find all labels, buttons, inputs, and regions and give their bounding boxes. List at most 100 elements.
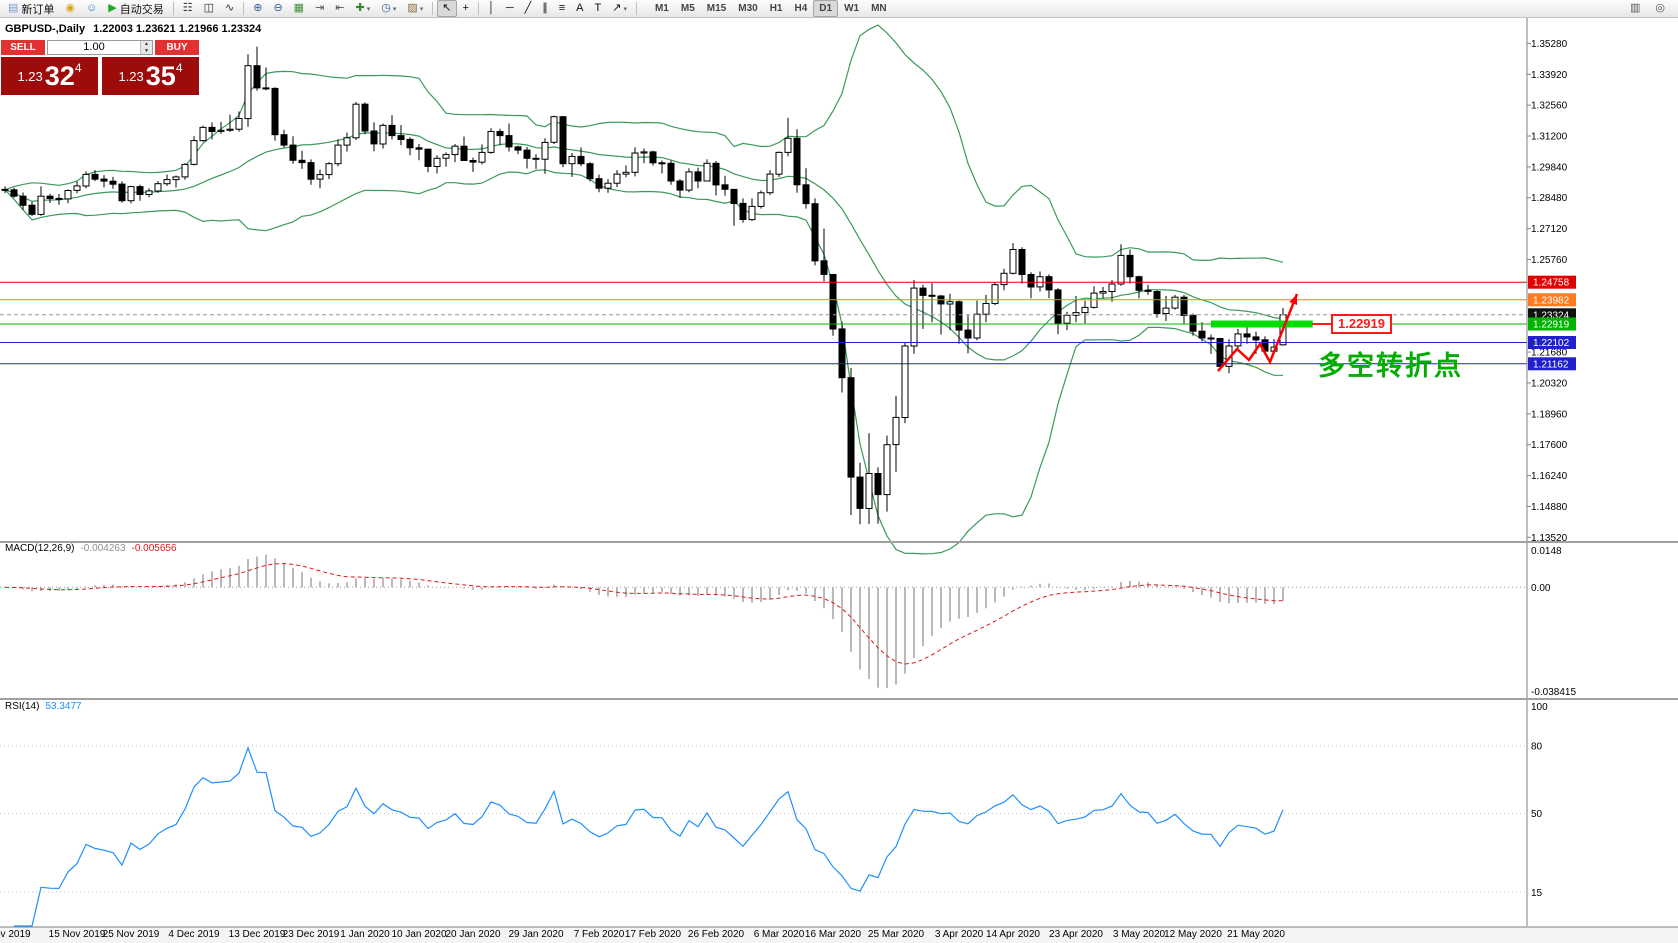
timeframe-w1[interactable]: W1 bbox=[844, 3, 860, 14]
candle-body bbox=[1081, 306, 1089, 314]
annotation-layer[interactable] bbox=[1211, 293, 1331, 372]
candle-body bbox=[631, 152, 639, 173]
candle-body bbox=[1243, 333, 1251, 338]
label-icon: T bbox=[594, 2, 602, 14]
candle-body bbox=[1099, 291, 1107, 294]
candle-body bbox=[784, 137, 792, 153]
candlestick-chart-icon[interactable]: ◫ bbox=[199, 0, 219, 17]
vertical-line-icon[interactable]: │ bbox=[483, 0, 500, 17]
candle-body bbox=[73, 185, 81, 191]
candle-body bbox=[1000, 272, 1008, 286]
candle-body bbox=[208, 126, 216, 133]
profiles-icon[interactable]: ☺ bbox=[81, 0, 102, 17]
timeframe-h1[interactable]: H1 bbox=[769, 3, 783, 14]
dropdown-arrow-icon[interactable]: ▾ bbox=[392, 5, 397, 13]
date-label: 10 Jan 2020 bbox=[391, 929, 446, 940]
profiles-icon: ☺ bbox=[86, 2, 98, 14]
rsi-scale-label: 100 bbox=[1531, 702, 1548, 713]
bar-chart-icon[interactable]: ☷ bbox=[178, 0, 198, 17]
candle-body bbox=[253, 65, 261, 89]
line-chart-icon[interactable]: ∿ bbox=[220, 0, 239, 17]
candle-body bbox=[118, 183, 126, 202]
candle-body bbox=[1108, 283, 1116, 292]
timeframe-m15[interactable]: M15 bbox=[706, 3, 727, 14]
periods-icon[interactable]: ◷ ▾ bbox=[376, 0, 401, 17]
candle-body bbox=[478, 151, 486, 163]
date-label: 3 May 2020 bbox=[1113, 929, 1166, 940]
candle-body bbox=[316, 174, 324, 180]
chart-shift-icon[interactable]: ⇤ bbox=[330, 0, 349, 17]
fibonacci-icon: ≡ bbox=[558, 2, 566, 14]
candle-body bbox=[487, 131, 495, 153]
timeframe-m30[interactable]: M30 bbox=[738, 3, 758, 14]
cursor-icon: ↖ bbox=[442, 2, 452, 14]
sell-price-button[interactable]: 1.23 32 4 bbox=[1, 57, 98, 95]
timeframe-m1[interactable]: M1 bbox=[654, 3, 669, 14]
price-badge-label: 1.24758 bbox=[1533, 278, 1570, 289]
candle-body bbox=[991, 284, 999, 305]
guide-icon[interactable]: ◉ bbox=[60, 0, 80, 17]
dropdown-arrow-icon[interactable]: ▾ bbox=[623, 5, 627, 13]
chart-ohlc-values: 1.22003 1.23621 1.21966 1.23324 bbox=[93, 23, 262, 35]
crosshair-icon[interactable]: + bbox=[458, 0, 474, 17]
indicators-add-icon[interactable]: ✚ ▾ bbox=[351, 0, 376, 17]
cursor-icon[interactable]: ↖ bbox=[437, 0, 457, 17]
new-order-button[interactable]: ▤ 新订单 bbox=[3, 0, 59, 17]
zoom-in-icon[interactable]: ⊕ bbox=[248, 0, 267, 17]
label-icon[interactable]: T bbox=[590, 0, 607, 17]
tile-windows-icon[interactable]: ▦ bbox=[289, 0, 309, 17]
sell-button[interactable]: SELL bbox=[1, 40, 45, 55]
fibonacci-icon[interactable]: ≡ bbox=[554, 0, 570, 17]
candle-body bbox=[1252, 336, 1260, 341]
buy-price-button[interactable]: 1.23 35 4 bbox=[102, 57, 199, 95]
date-label: 7 Feb 2020 bbox=[574, 929, 625, 940]
auto-scroll-icon[interactable]: ⇥ bbox=[310, 0, 329, 17]
lot-size-field[interactable]: 1.00 ▲ ▼ bbox=[47, 40, 153, 55]
candle-body bbox=[1126, 254, 1134, 278]
candle-body bbox=[865, 473, 873, 509]
text-icon[interactable]: A bbox=[571, 0, 588, 17]
lot-down-icon[interactable]: ▼ bbox=[141, 47, 152, 54]
scale-tick-label: 1.35280 bbox=[1531, 39, 1568, 50]
candle-body bbox=[1171, 296, 1179, 309]
arrows-icon[interactable]: ↗ ▾ bbox=[607, 0, 632, 17]
zoom-out-icon[interactable]: ⊖ bbox=[268, 0, 287, 17]
lot-up-icon[interactable]: ▲ bbox=[141, 41, 152, 48]
timeframe-d1[interactable]: D1 bbox=[813, 0, 839, 17]
data-window-icon[interactable]: ▥ bbox=[1625, 0, 1645, 17]
autotrading-button[interactable]: ▶ 自动交易 bbox=[103, 0, 168, 17]
candle-body bbox=[415, 147, 423, 150]
trend-arrow[interactable] bbox=[1217, 293, 1299, 372]
templates-icon[interactable]: ▨ ▾ bbox=[402, 0, 428, 17]
timeframe-m5[interactable]: M5 bbox=[680, 3, 695, 14]
dropdown-arrow-icon[interactable]: ▾ bbox=[419, 5, 424, 13]
horizontal-line-icon[interactable]: ─ bbox=[501, 0, 519, 17]
price-level-tag[interactable]: 1.22919 bbox=[1331, 314, 1392, 334]
date-axis-strip bbox=[0, 927, 1678, 943]
candle-body bbox=[775, 151, 783, 175]
candle-body bbox=[757, 192, 765, 207]
timeframe-h4[interactable]: H4 bbox=[794, 3, 808, 14]
date-label: 25 Mar 2020 bbox=[868, 929, 925, 940]
channel-icon[interactable]: ∥ bbox=[537, 0, 553, 17]
trendline-icon[interactable]: ╱ bbox=[520, 0, 537, 17]
rsi-scale-label: 50 bbox=[1531, 809, 1543, 820]
date-label: 5 Nov 2019 bbox=[0, 929, 31, 940]
lot-size-value[interactable]: 1.00 bbox=[83, 41, 105, 53]
data-window-icon: ▥ bbox=[1629, 2, 1641, 14]
dropdown-arrow-icon[interactable]: ▾ bbox=[366, 5, 371, 13]
buy-price-prefix: 1.23 bbox=[118, 68, 144, 84]
toolbar-right-group: ▥ ◎ bbox=[1625, 0, 1675, 17]
candle-body bbox=[1009, 249, 1017, 274]
macd-panel: 0.0148 0.00 -0.038415 bbox=[0, 546, 1576, 698]
bollinger-lower-band bbox=[4, 169, 1283, 555]
price-scale[interactable]: 1.35280 1.33920 1.32560 1.31200 1.29840 1.284… bbox=[0, 18, 1678, 926]
turning-point-annotation[interactable]: 多空转折点 bbox=[1318, 351, 1463, 381]
timeframe-mn[interactable]: MN bbox=[871, 3, 887, 14]
date-label: 13 Dec 2019 bbox=[229, 929, 286, 940]
buy-button[interactable]: BUY bbox=[155, 40, 199, 55]
search-icon[interactable]: ◎ bbox=[1650, 0, 1670, 17]
candle-body bbox=[676, 180, 684, 191]
